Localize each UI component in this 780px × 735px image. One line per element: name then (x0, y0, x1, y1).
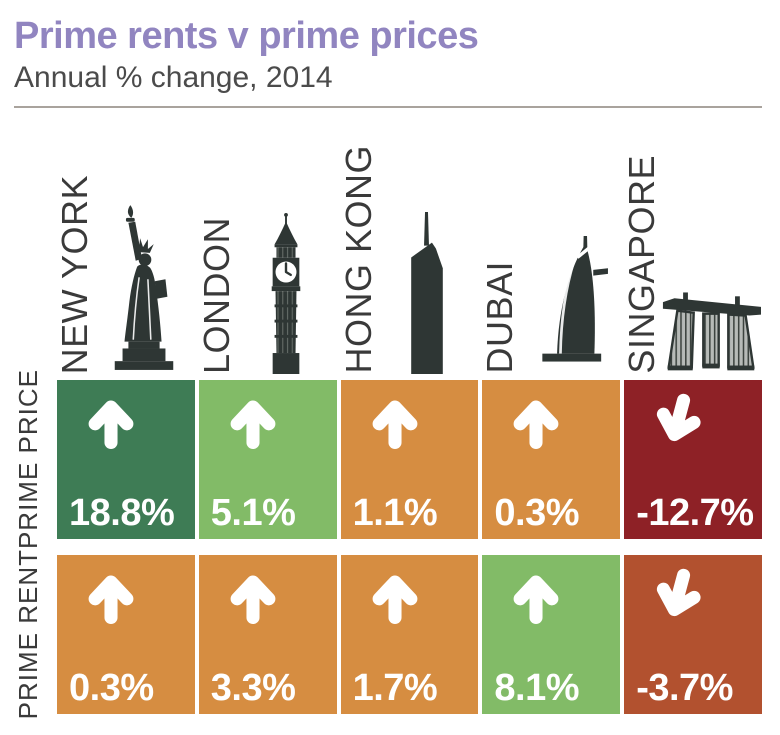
prime-rent-row: PRIME RENT 0.3% 3.3% 1.7% 8.1% (0, 549, 762, 720)
row-label-prime-rent: PRIME RENT (13, 549, 43, 720)
divider-line (14, 106, 762, 108)
skyscraper-icon (411, 212, 444, 374)
cell-price-london: 5.1% (198, 380, 337, 539)
trend-arrow-icon (88, 575, 134, 624)
cell-value: 18.8% (69, 492, 175, 534)
cell-price-dubai: 0.3% (482, 380, 621, 539)
city-header-row: NEW YORK (54, 108, 762, 380)
header: Prime rents v prime prices Annual % chan… (0, 0, 780, 108)
cell-rent-hong-kong: 1.7% (340, 555, 479, 714)
cell-price-singapore: -12.7% (624, 380, 762, 539)
page-subtitle: Annual % change, 2014 (14, 61, 333, 94)
cell-value: 8.1% (494, 667, 580, 709)
cell-value: 1.7% (352, 667, 438, 709)
trend-arrow-icon (513, 575, 559, 624)
trend-arrow-icon (657, 568, 701, 617)
cell-rent-singapore: -3.7% (624, 555, 762, 714)
cell-value: 3.3% (210, 667, 296, 709)
row-label-prime-price: PRIME PRICE (13, 369, 43, 550)
cell-value: -3.7% (636, 667, 733, 709)
city-header-london: LONDON (195, 212, 337, 374)
cell-value: 0.3% (494, 492, 580, 534)
trend-arrow-icon (513, 400, 559, 449)
cell-value: 5.1% (210, 492, 296, 534)
chart-area: NEW YORK (0, 108, 780, 720)
trend-arrow-icon (230, 575, 276, 624)
trend-arrow-icon (372, 575, 417, 624)
city-label: LONDON (195, 216, 237, 374)
page-title: Prime rents v prime prices (14, 15, 479, 57)
big-ben-icon (271, 212, 300, 374)
trend-arrow-icon (657, 393, 701, 442)
cell-rent-new-york: 0.3% (57, 555, 195, 714)
prime-price-row: PRIME PRICE 18.8% 5.1% 1.1% 0.3% (0, 369, 762, 550)
cell-price-hong-kong: 1.1% (340, 380, 479, 539)
city-header-hong-kong: HONG KONG (337, 145, 479, 374)
trend-arrow-icon (230, 400, 276, 449)
cell-value: -12.7% (636, 492, 754, 534)
marina-bay-sands-icon (663, 292, 762, 371)
cell-value: 1.1% (352, 492, 438, 534)
city-label: SINGAPORE (621, 155, 663, 374)
burj-al-arab-icon (542, 236, 608, 362)
cell-rent-london: 3.3% (198, 555, 337, 714)
city-header-dubai: DUBAI (479, 236, 620, 374)
cell-rent-dubai: 8.1% (482, 555, 621, 714)
city-label: DUBAI (479, 261, 521, 374)
statue-of-liberty-icon (114, 205, 174, 370)
city-label: NEW YORK (54, 174, 95, 374)
cell-price-new-york: 18.8% (57, 380, 195, 539)
trend-arrow-icon (88, 400, 134, 449)
cell-value: 0.3% (69, 667, 154, 709)
city-label: HONG KONG (337, 145, 379, 374)
city-header-singapore: SINGAPORE (621, 155, 762, 374)
trend-arrow-icon (372, 400, 417, 449)
city-header-new-york: NEW YORK (54, 174, 195, 374)
